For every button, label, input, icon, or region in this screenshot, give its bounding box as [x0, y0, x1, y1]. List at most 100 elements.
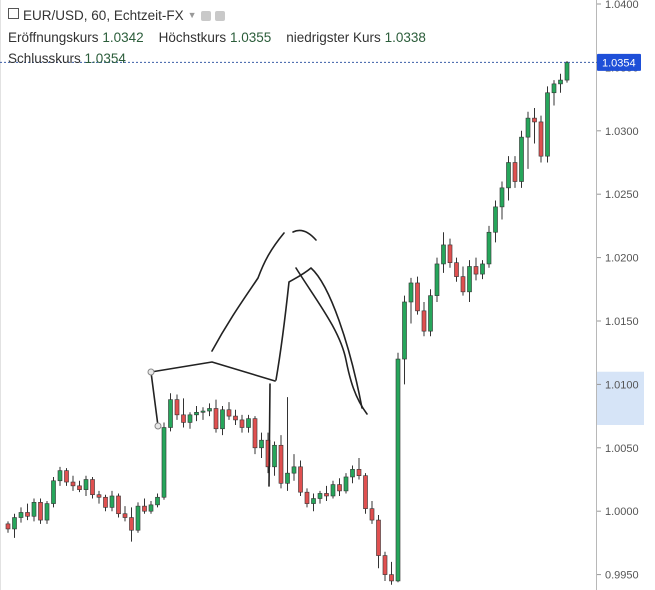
candle [129, 507, 134, 542]
candle-body [447, 244, 453, 263]
candle [525, 111, 531, 169]
axis-tick-label: 1.0300 [605, 126, 639, 138]
candle-body [382, 555, 388, 575]
close-label: Schlusskurs [8, 51, 81, 66]
drawing-stroke-roof [150, 361, 276, 382]
interval-label[interactable]: 60 [91, 8, 107, 23]
axis-tick-label: 1.0050 [605, 443, 639, 455]
candle [486, 225, 492, 268]
candle-body [96, 494, 102, 498]
candle-body [324, 493, 329, 497]
candle-body [395, 358, 401, 582]
candle-body [135, 505, 141, 531]
candle [135, 502, 141, 533]
candle-body [350, 469, 355, 478]
drawing-handle-bottom[interactable] [154, 422, 162, 430]
drawing-stroke-leftleg [150, 371, 159, 427]
candle [64, 468, 69, 486]
high-label: Höchstkurs [158, 30, 227, 45]
candle [90, 476, 95, 499]
candle [44, 501, 50, 524]
gear-icon[interactable] [214, 11, 225, 21]
candle-body [434, 263, 440, 296]
candle-body [31, 502, 37, 517]
candle [519, 130, 524, 188]
candle-body [103, 496, 108, 508]
candle-body [499, 187, 505, 208]
candle-body [311, 498, 316, 504]
candle-body [454, 262, 459, 277]
candle [434, 257, 440, 302]
candle [460, 266, 466, 296]
candle [512, 156, 518, 188]
candle-body [77, 485, 82, 490]
square-icon[interactable] [8, 8, 19, 19]
candle-body [402, 301, 407, 360]
axis-tick-label: 1.0150 [605, 316, 639, 328]
candle [83, 475, 89, 496]
candle [298, 460, 303, 496]
close-value: 1.0354 [84, 51, 126, 66]
ohlc-row: Eröffnungskurs 1.0342 Höchstkurs 1.0355 … [8, 30, 426, 45]
candle-body [376, 519, 381, 556]
candle-body [408, 282, 414, 303]
candle-body [337, 484, 342, 492]
drawing-handle-top[interactable] [147, 368, 155, 376]
candle-body [506, 162, 511, 189]
candle-body [226, 409, 232, 417]
last-price-tag: 1.0354 [597, 53, 641, 71]
candle [70, 475, 76, 491]
candle-body [70, 481, 76, 487]
candle [155, 493, 160, 508]
candle [122, 506, 128, 522]
candle-body [538, 121, 544, 157]
svg-text:1.0354: 1.0354 [602, 57, 636, 69]
candle-body [246, 418, 251, 428]
candle-body [5, 523, 11, 530]
candle [161, 422, 167, 500]
candle [25, 503, 30, 521]
candle-body [239, 419, 245, 428]
candle [395, 352, 401, 583]
eye-icon[interactable] [200, 11, 211, 21]
open-value: 1.0342 [102, 30, 144, 45]
candle [467, 260, 472, 302]
drawing-stroke-inner [275, 267, 363, 409]
candle [408, 277, 414, 324]
candle [116, 493, 121, 518]
candle [57, 466, 63, 486]
candle-body [25, 512, 30, 517]
candle-body [200, 410, 206, 413]
freehand-drawing[interactable] [147, 229, 368, 487]
candle-body [317, 493, 323, 499]
axis-tick-label: 1.0100 [605, 379, 639, 391]
candle-body [83, 479, 89, 490]
axis-tick-label: 1.0250 [605, 189, 639, 201]
candle-body [18, 512, 24, 518]
candle-body [363, 475, 368, 509]
axis-tick-label: 1.0400 [605, 0, 639, 11]
candle-body [252, 418, 258, 449]
candle [168, 393, 173, 432]
candle-body [278, 444, 284, 484]
candle [551, 80, 557, 106]
candle-body [213, 408, 219, 430]
candle [207, 403, 212, 417]
candle-body [415, 282, 420, 312]
candle-body [486, 231, 492, 265]
candle [220, 405, 225, 436]
candle [545, 86, 550, 163]
legend-title-row: EUR/USD, 60, Echtzeit-FX ▼ [8, 8, 225, 23]
candle [96, 490, 102, 504]
candle [324, 485, 329, 502]
candle-body [207, 408, 212, 412]
candle-body [259, 439, 264, 449]
candle-body [493, 206, 498, 233]
candle [376, 515, 381, 569]
symbol-label[interactable]: EUR/USD [23, 8, 84, 23]
candle [239, 414, 245, 433]
candle-body [298, 466, 303, 493]
chevron-down-icon[interactable]: ▼ [187, 10, 197, 20]
candle [142, 498, 147, 514]
